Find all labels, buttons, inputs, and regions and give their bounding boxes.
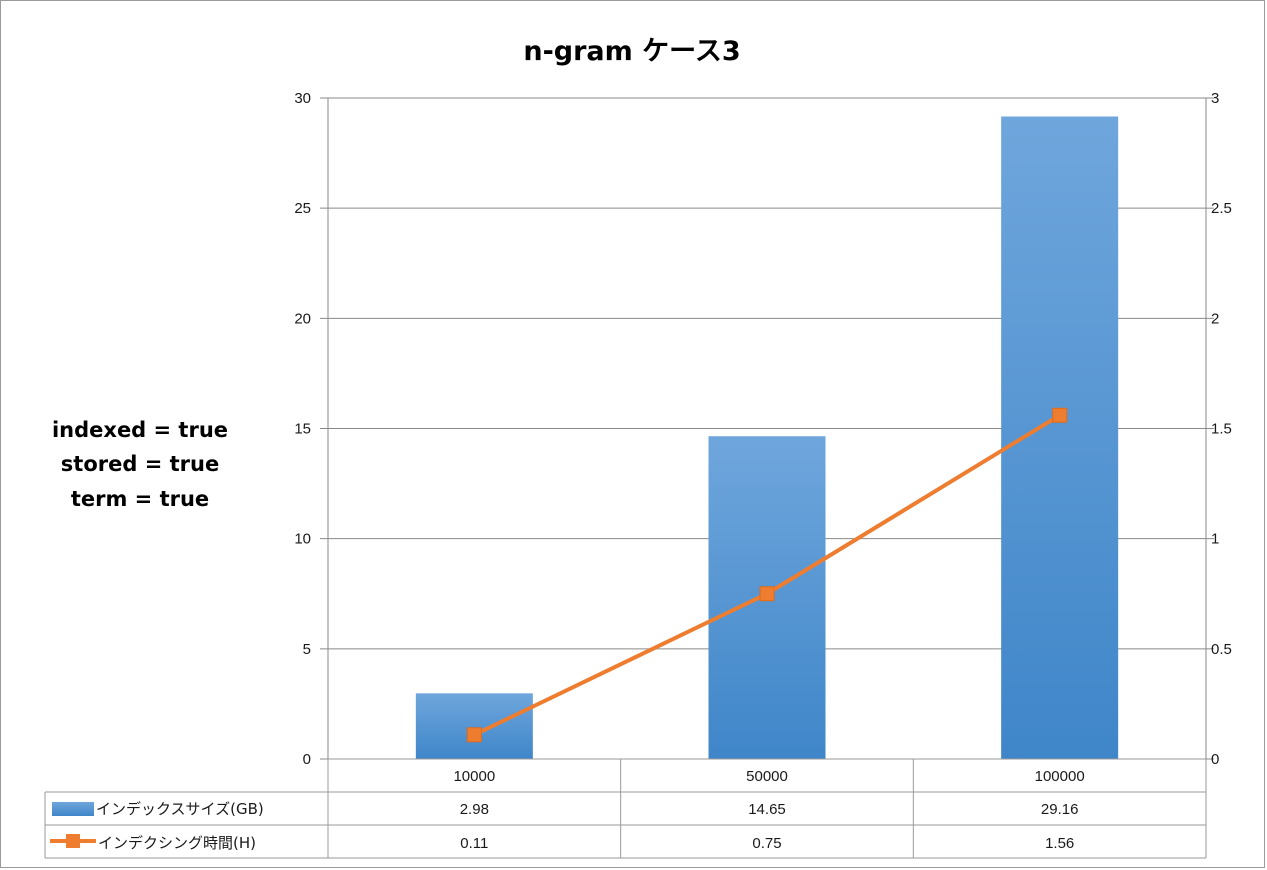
chart-title: n-gram ケース3 — [523, 36, 740, 67]
table-cell-bar-value: 29.16 — [1041, 801, 1079, 818]
table-cell-bar-value: 2.98 — [460, 801, 489, 818]
left-tick-label: 10 — [294, 531, 311, 548]
legend-line-label: インデクシング時間(H) — [98, 834, 256, 852]
legend-line-marker — [66, 834, 80, 848]
legend-bar-key — [52, 802, 94, 816]
data-table: 10000 50000 100000 インデックスサイズ(GB) 2.98 14… — [44, 758, 1207, 859]
category-label: 100000 — [1035, 768, 1085, 785]
left-tick-label: 15 — [294, 421, 311, 438]
right-axis-ticks: 0 0.5 1 1.5 2 2.5 3 — [1211, 90, 1232, 768]
table-cell-bar-value: 14.65 — [748, 801, 786, 818]
table-cell-line-value: 0.11 — [460, 835, 488, 852]
bar-series — [415, 116, 1119, 760]
right-tick-label: 0.5 — [1211, 641, 1232, 658]
left-tick-label: 25 — [294, 200, 311, 217]
right-tick-label: 2.5 — [1211, 200, 1232, 217]
line-point-marker — [466, 727, 482, 743]
annotation-line-3: term = true — [71, 487, 209, 511]
right-tick-label: 1 — [1211, 531, 1219, 548]
line-point-marker — [1052, 407, 1068, 423]
bar — [415, 693, 533, 759]
left-tick-label: 20 — [294, 310, 311, 327]
left-tick-label: 30 — [294, 90, 311, 107]
right-tick-label: 0 — [1211, 751, 1219, 768]
right-tick-label: 1.5 — [1211, 421, 1232, 438]
category-label: 50000 — [746, 768, 788, 785]
line-point-marker — [759, 586, 775, 602]
category-label: 10000 — [453, 768, 495, 785]
table-cell-line-value: 0.75 — [752, 835, 781, 852]
annotation-line-2: stored = true — [61, 452, 219, 476]
right-tick-label: 2 — [1211, 310, 1219, 327]
bar — [1001, 116, 1119, 760]
table-cell-line-value: 1.56 — [1045, 835, 1074, 852]
legend-bar-label: インデックスサイズ(GB) — [96, 800, 264, 818]
right-tick-label: 3 — [1211, 90, 1219, 107]
left-tick-label: 0 — [303, 751, 311, 768]
left-tick-label: 5 — [303, 641, 311, 658]
line-series — [466, 407, 1068, 743]
annotation-line-1: indexed = true — [52, 418, 228, 442]
left-axis-ticks: 0 5 10 15 20 25 30 — [294, 90, 311, 768]
